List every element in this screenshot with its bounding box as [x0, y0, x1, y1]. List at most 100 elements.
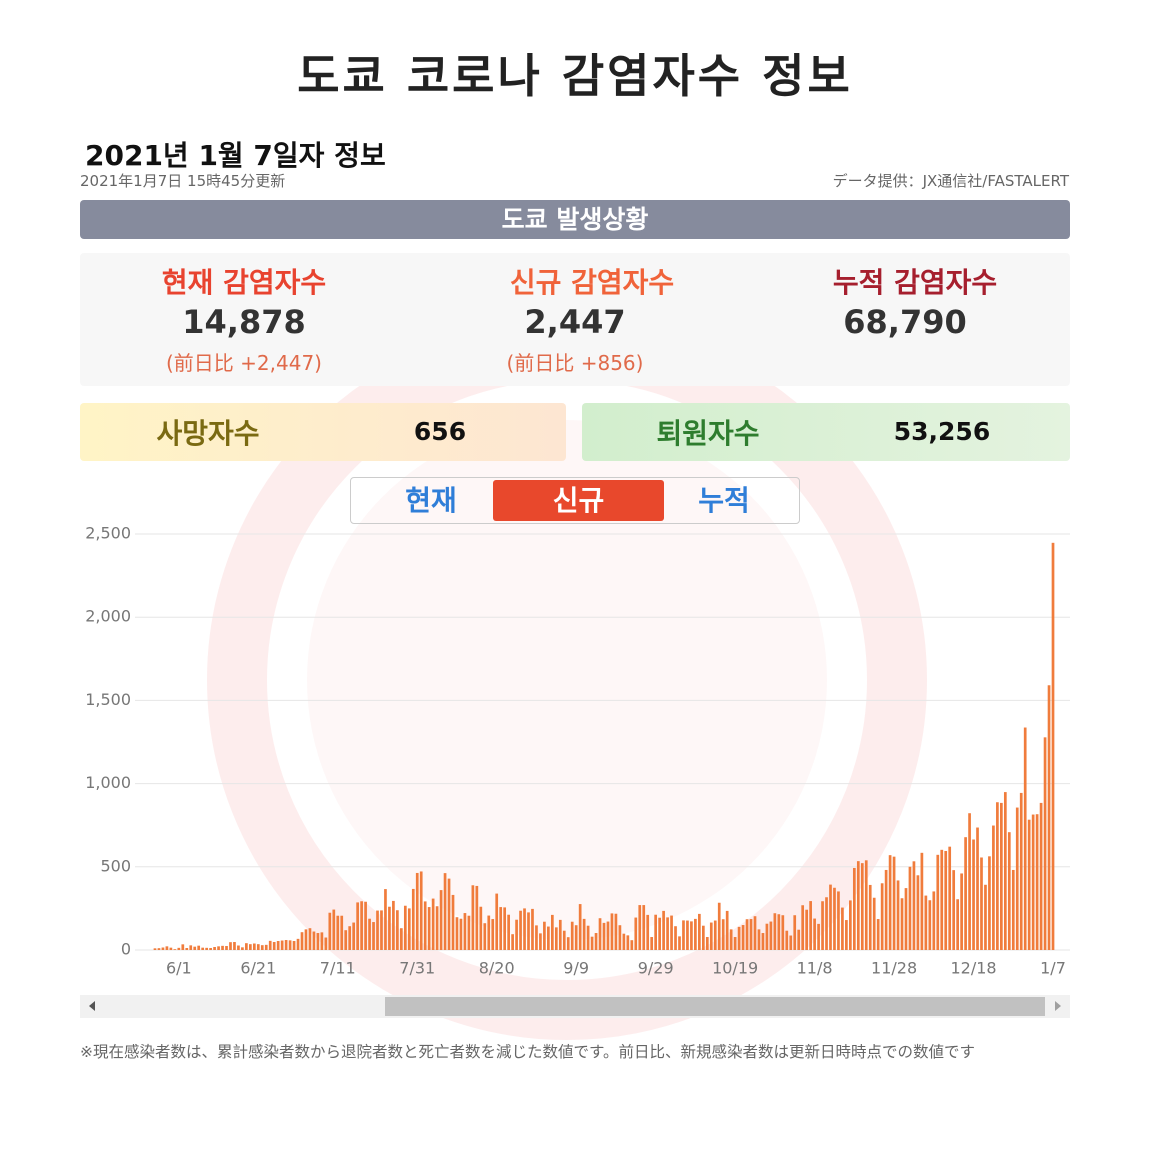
recovered-label: 퇴원자수	[656, 417, 760, 450]
tab[interactable]: 신규	[493, 480, 664, 521]
stat-value: 68,790	[843, 303, 967, 341]
bar	[396, 910, 399, 950]
deaths-label: 사망자수	[156, 417, 260, 450]
bar	[487, 915, 491, 950]
bar	[403, 905, 407, 950]
bar	[630, 940, 634, 950]
bar	[459, 918, 463, 950]
tab[interactable]: 현재	[405, 484, 457, 517]
bar	[936, 854, 940, 950]
bar	[1039, 802, 1043, 950]
bar	[399, 928, 403, 950]
bar	[896, 880, 900, 950]
section-title: 도쿄 발생상황	[80, 200, 1070, 239]
bar	[205, 947, 208, 950]
x-tick-label: 7/31	[399, 959, 435, 978]
bar	[952, 870, 956, 950]
scroll-left[interactable]	[89, 1001, 95, 1011]
bar	[225, 946, 228, 950]
updated: 2021年1月7日 15時45分更新	[80, 172, 286, 190]
bar	[344, 930, 348, 950]
bar	[856, 861, 860, 950]
bar	[316, 933, 320, 950]
bar	[566, 937, 570, 950]
bar	[658, 917, 661, 950]
bar	[531, 908, 534, 950]
bar	[471, 885, 475, 950]
bar	[455, 917, 459, 950]
bar	[201, 947, 205, 950]
bar	[491, 919, 495, 950]
bar	[880, 883, 884, 950]
bar	[554, 927, 558, 950]
bar	[594, 933, 598, 950]
bar	[562, 930, 566, 950]
footnote: ※現在感染者数は、累計感染者数から退院者数と死亡者数を減じた数値です。前日比、新…	[80, 1043, 975, 1061]
bar	[940, 849, 944, 950]
bar	[646, 914, 650, 950]
bar	[1007, 832, 1011, 950]
y-tick-label: 1,000	[85, 773, 131, 792]
bar	[928, 900, 932, 950]
y-tick-label: 2,000	[85, 607, 131, 626]
bar	[185, 948, 189, 950]
stat-label: 현재 감염자수	[161, 266, 327, 299]
bar	[948, 846, 952, 950]
bar	[161, 947, 165, 950]
bar	[181, 944, 185, 950]
scrollbar-thumb[interactable]	[385, 997, 1045, 1016]
bar	[833, 887, 836, 950]
bar	[908, 866, 912, 950]
bar	[777, 914, 781, 950]
bar	[797, 929, 801, 950]
bar	[622, 933, 626, 950]
y-tick-label: 2,500	[85, 524, 131, 543]
bar	[904, 888, 908, 950]
bar	[348, 926, 352, 950]
bar	[900, 898, 904, 950]
bar	[245, 943, 248, 950]
bar	[785, 930, 789, 950]
bar	[153, 948, 157, 950]
bar	[713, 920, 717, 950]
bar	[280, 940, 284, 950]
bar	[960, 873, 963, 950]
bar	[249, 944, 252, 950]
bar	[642, 905, 646, 950]
bar	[765, 923, 769, 950]
bar	[558, 919, 562, 950]
bar	[984, 884, 987, 950]
source: データ提供：JX通信社/FASTALERT	[832, 172, 1069, 190]
bar	[272, 942, 276, 950]
bar	[678, 936, 681, 950]
bar	[686, 920, 689, 950]
tab[interactable]: 누적	[698, 484, 750, 517]
bar	[988, 856, 991, 950]
bar	[924, 895, 928, 950]
bar	[614, 913, 618, 950]
bar	[860, 863, 864, 950]
bar	[241, 947, 244, 950]
bar	[1003, 792, 1007, 950]
bar	[976, 827, 979, 950]
bar	[479, 906, 483, 950]
bar	[423, 901, 427, 950]
bar	[475, 885, 479, 950]
bar	[407, 908, 411, 950]
bar	[284, 940, 288, 950]
stat-label: 신규 감염자수	[509, 266, 675, 299]
bar	[221, 945, 224, 950]
bar	[996, 802, 999, 950]
bar	[690, 921, 693, 950]
bar	[892, 856, 896, 950]
scroll-right[interactable]	[1055, 1001, 1061, 1011]
bar	[912, 861, 916, 950]
bar	[507, 914, 510, 950]
bar	[789, 935, 793, 950]
bar	[888, 855, 892, 950]
bar	[380, 910, 383, 950]
bar	[467, 915, 471, 950]
bar	[805, 909, 809, 950]
bar	[694, 918, 697, 950]
bar	[725, 910, 729, 950]
